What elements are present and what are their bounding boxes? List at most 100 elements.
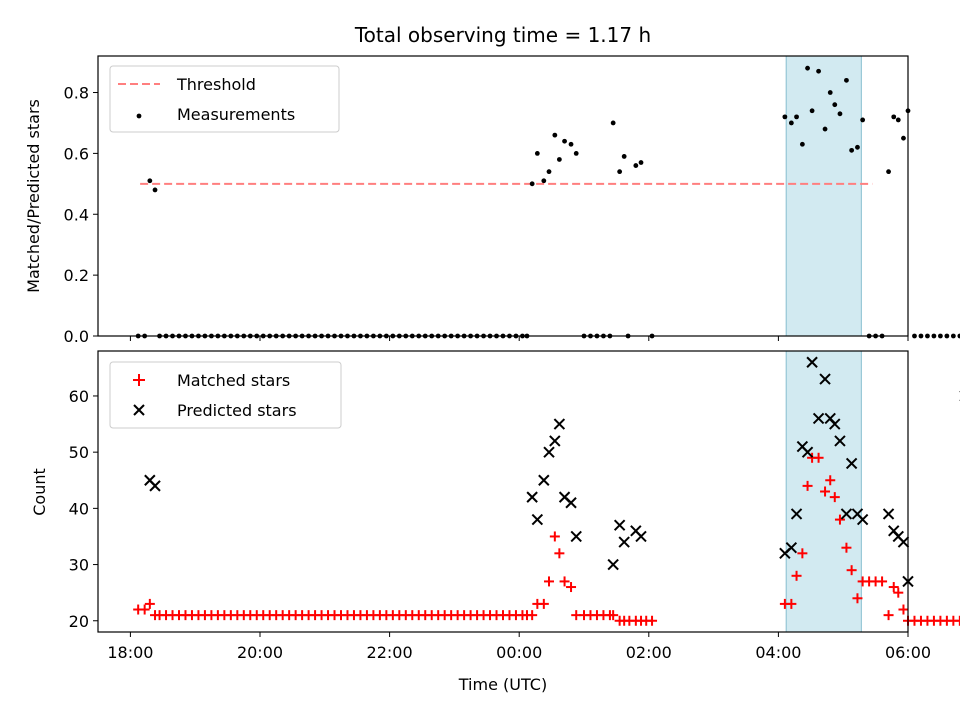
- measurement-point: [529, 181, 535, 187]
- measurement-point: [633, 163, 639, 168]
- measurement-point: [638, 160, 644, 165]
- bottom-plot-marks: [133, 356, 960, 626]
- predicted-point: [840, 508, 853, 520]
- top-panel: 0.00.20.40.60.8 Matched/Predicted stars …: [24, 55, 960, 346]
- matched-point: [786, 598, 797, 609]
- highlight-band-top: [785, 55, 862, 337]
- top-y-axis-label: Matched/Predicted stars: [24, 99, 43, 293]
- measurement-point: [832, 102, 838, 108]
- predicted-point: [549, 435, 561, 447]
- y-tick-label: 0.4: [64, 205, 89, 224]
- x-tick-label: 02:00: [626, 643, 672, 662]
- x-tick-label: 00:00: [496, 643, 542, 662]
- x-tick-label: 04:00: [755, 643, 801, 662]
- bottom-y-axis-label: Count: [30, 468, 49, 516]
- matched-point: [852, 593, 863, 604]
- bottom-legend-box: [109, 361, 342, 429]
- matched-point: [797, 548, 808, 559]
- measurement-point: [944, 333, 950, 339]
- legend-predicted-swatch: [133, 404, 145, 416]
- matched-point: [846, 565, 857, 576]
- predicted-point: [526, 491, 538, 503]
- measurement-point: [816, 68, 821, 74]
- matched-point: [608, 610, 619, 621]
- top-plot-marks: [135, 65, 960, 339]
- measurement-point: [546, 169, 552, 175]
- measurement-point: [891, 114, 897, 120]
- measurement-point: [895, 117, 901, 123]
- matched-point: [544, 576, 555, 587]
- matched-point: [888, 582, 899, 593]
- top-y-ticks: 0.0 0.2 0.4 0.6 0.8: [64, 84, 98, 346]
- measurement-point: [621, 154, 627, 159]
- measurement-point: [855, 144, 860, 150]
- matched-point: [829, 492, 840, 503]
- legend-measurements-swatch: [136, 113, 142, 119]
- measurement-point: [562, 138, 567, 144]
- matched-point: [791, 570, 802, 581]
- measurement-point: [805, 65, 810, 71]
- predicted-point: [607, 558, 619, 571]
- y-tick-label: 0.6: [64, 144, 89, 163]
- chart-title: Total observing time = 1.17 h: [354, 23, 651, 47]
- matched-point: [813, 452, 824, 463]
- legend-measurements-label: Measurements: [177, 105, 295, 124]
- matched-point: [834, 514, 845, 525]
- measurement-point: [552, 132, 558, 138]
- matched-point: [883, 610, 894, 621]
- top-legend-box: [109, 65, 340, 133]
- bottom-axes-frame: [97, 350, 909, 633]
- predicted-point: [829, 418, 841, 430]
- x-axis-label: Time (UTC): [458, 675, 547, 694]
- matched-point: [538, 598, 549, 609]
- predicted-point: [635, 530, 647, 543]
- matched-point: [139, 604, 150, 615]
- predicted-point: [812, 412, 825, 425]
- legend-predicted-label: Predicted stars: [177, 401, 297, 420]
- predicted-point: [790, 508, 803, 520]
- predicted-point: [570, 530, 582, 543]
- measurement-point: [860, 117, 866, 123]
- predicted-point: [845, 457, 858, 470]
- measurement-point: [912, 333, 917, 339]
- y-tick-label: 60: [69, 387, 89, 406]
- matched-point: [825, 475, 836, 486]
- predicted-point: [801, 446, 814, 458]
- predicted-point: [543, 446, 555, 458]
- matched-point: [527, 610, 538, 621]
- matched-point: [877, 576, 888, 587]
- y-tick-label: 0.0: [64, 327, 89, 346]
- measurement-point: [788, 120, 794, 126]
- x-tick-label: 06:00: [885, 643, 931, 662]
- measurement-point: [794, 114, 799, 120]
- measurement-point: [782, 114, 788, 120]
- legend-matched-label: Matched stars: [177, 371, 290, 390]
- top-axes-frame: [97, 55, 909, 337]
- measurement-point: [844, 77, 849, 83]
- measurement-point: [886, 169, 891, 175]
- matched-point: [554, 548, 565, 559]
- measurement-point: [849, 147, 855, 153]
- measurement-point: [152, 187, 158, 193]
- matched-point: [144, 598, 155, 609]
- legend-matched-swatch: [133, 374, 145, 386]
- measurement-point: [534, 150, 540, 156]
- measurement-point: [837, 111, 843, 117]
- bottom-legend: Matched stars Predicted stars: [109, 361, 342, 429]
- measurement-point: [925, 333, 930, 339]
- matched-point: [841, 542, 852, 553]
- x-tick-label: 18:00: [107, 643, 153, 662]
- x-tick-label: 20:00: [237, 643, 283, 662]
- predicted-point: [785, 541, 798, 554]
- predicted-point: [882, 508, 895, 520]
- measurement-point: [556, 157, 562, 162]
- x-tick-label: 22:00: [367, 643, 413, 662]
- measurement-point: [938, 333, 943, 339]
- measurement-point: [809, 108, 815, 114]
- measurement-point: [799, 141, 805, 147]
- matched-point: [549, 531, 560, 542]
- legend-threshold-label: Threshold: [176, 75, 256, 94]
- predicted-point: [149, 480, 161, 492]
- top-x-ticks: [129, 336, 909, 341]
